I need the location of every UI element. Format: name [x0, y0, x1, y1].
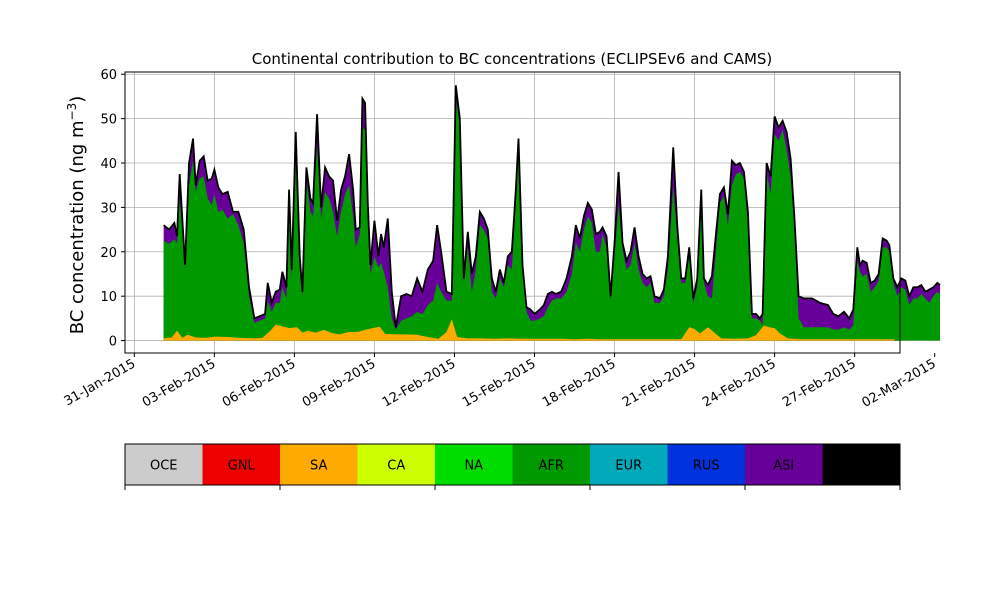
y-tick-label: 50	[100, 113, 117, 128]
x-tick-label: 12-Feb-2015	[380, 356, 459, 410]
plot-frame	[124, 71, 901, 354]
colorbar-frame	[124, 443, 901, 486]
y-tick-label: 30	[100, 201, 117, 216]
y-axis-label-close: )	[67, 96, 88, 103]
y-axis-label: BC concentration (ng m−3)	[65, 96, 88, 335]
colorbar-swatch-aus	[822, 444, 901, 485]
x-axis-ticks: 31-Jan-2015 03-Feb-2015 06-Feb-2015 09-Feb-…	[62, 353, 939, 411]
colorbar-label-oce: OCE	[150, 459, 178, 474]
colorbar-swatch-na	[435, 444, 513, 485]
chart-title: Continental contribution to BC concentra…	[252, 50, 773, 68]
total-line	[163, 85, 941, 328]
x-tick-label: 15-Feb-2015	[460, 356, 539, 410]
region-colorbar: OCE GNL SA CA NA AFR EUR RUS ASI AUS	[124, 443, 901, 490]
colorbar-swatch-oce	[125, 444, 203, 485]
colorbar-swatch-sa	[280, 444, 358, 485]
y-axis-label-exponent: −3	[65, 103, 79, 121]
y-axis-ticks: 0 10 20 30 40 50 60	[100, 68, 125, 350]
x-tick-label: 06-Feb-2015	[220, 356, 299, 410]
colorbar-label-ca: CA	[387, 459, 405, 474]
colorbar-swatch-eur	[590, 444, 668, 485]
colorbar-swatch-gnl	[202, 444, 281, 485]
colorbar-label-sa: SA	[310, 459, 327, 474]
y-tick-label: 40	[100, 157, 117, 172]
colorbar-label-gnl: GNL	[228, 459, 256, 474]
colorbar-label-aus: AUS	[848, 459, 875, 474]
y-tick-label: 60	[100, 68, 117, 83]
y-axis-label-main: BC concentration (ng m	[67, 120, 88, 334]
x-tick-label: 02-Mar-2015	[860, 356, 939, 410]
colorbar-swatch-rus	[667, 444, 746, 485]
x-tick-label: 21-Feb-2015	[620, 356, 699, 410]
colorbar-label-afr: AFR	[539, 459, 564, 474]
colorbar-label-eur: EUR	[615, 459, 642, 474]
x-tick-label: 31-Jan-2015	[62, 356, 139, 409]
colorbar-swatch-afr	[512, 444, 591, 485]
y-tick-label: 0	[109, 335, 117, 350]
y-tick-label: 10	[100, 290, 117, 305]
x-tick-label: 03-Feb-2015	[140, 356, 219, 410]
area-sa	[163, 319, 895, 341]
colorbar-swatch-ca	[357, 444, 436, 485]
colorbar-label-na: NA	[464, 459, 483, 474]
colorbar-swatch-asi	[745, 444, 823, 485]
area-afr	[163, 96, 941, 341]
x-tick-label: 09-Feb-2015	[300, 356, 379, 410]
x-tick-label: 24-Feb-2015	[700, 356, 779, 410]
y-tick-label: 20	[100, 246, 117, 261]
stacked-areas	[163, 85, 941, 341]
x-tick-label: 27-Feb-2015	[780, 356, 859, 410]
colorbar-label-rus: RUS	[693, 459, 720, 474]
colorbar-label-asi: ASI	[773, 459, 794, 474]
x-tick-label: 18-Feb-2015	[540, 356, 619, 410]
